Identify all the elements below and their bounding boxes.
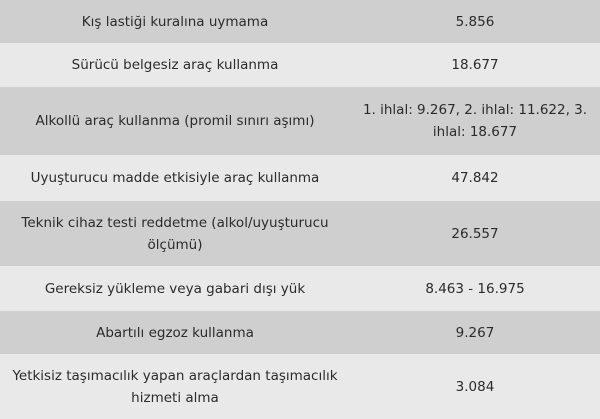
- fine-cell: 26.557: [350, 201, 600, 266]
- table-row: Gereksiz yükleme veya gabari dışı yük 8.…: [0, 266, 600, 311]
- table-row: Abartılı egzoz kullanma 9.267: [0, 311, 600, 354]
- table-row: Teknik cihaz testi reddetme (alkol/uyuşt…: [0, 201, 600, 266]
- violation-cell: Alkollü araç kullanma (promil sınırı aşı…: [0, 87, 350, 155]
- fine-cell: 5.856: [350, 0, 600, 43]
- fine-cell: 47.842: [350, 155, 600, 201]
- table-row: Uyuşturucu madde etkisiyle araç kullanma…: [0, 155, 600, 201]
- fine-cell: 8.463 - 16.975: [350, 266, 600, 311]
- violation-cell: Teknik cihaz testi reddetme (alkol/uyuşt…: [0, 201, 350, 266]
- violation-cell: Gereksiz yükleme veya gabari dışı yük: [0, 266, 350, 311]
- fine-cell: 18.677: [350, 43, 600, 87]
- fine-cell: 1. ihlal: 9.267, 2. ihlal: 11.622, 3. ih…: [350, 87, 600, 155]
- violation-cell: Kış lastiği kuralına uymama: [0, 0, 350, 43]
- table-row: Kış lastiği kuralına uymama 5.856: [0, 0, 600, 43]
- fine-cell: 3.084: [350, 354, 600, 419]
- violation-cell: Abartılı egzoz kullanma: [0, 311, 350, 354]
- violation-cell: Sürücü belgesiz araç kullanma: [0, 43, 350, 87]
- violation-cell: Yetkisiz taşımacılık yapan araçlardan ta…: [0, 354, 350, 419]
- table-row: Sürücü belgesiz araç kullanma 18.677: [0, 43, 600, 87]
- violation-cell: Uyuşturucu madde etkisiyle araç kullanma: [0, 155, 350, 201]
- table-row: Yetkisiz taşımacılık yapan araçlardan ta…: [0, 354, 600, 419]
- fine-cell: 9.267: [350, 311, 600, 354]
- table-row: Alkollü araç kullanma (promil sınırı aşı…: [0, 87, 600, 155]
